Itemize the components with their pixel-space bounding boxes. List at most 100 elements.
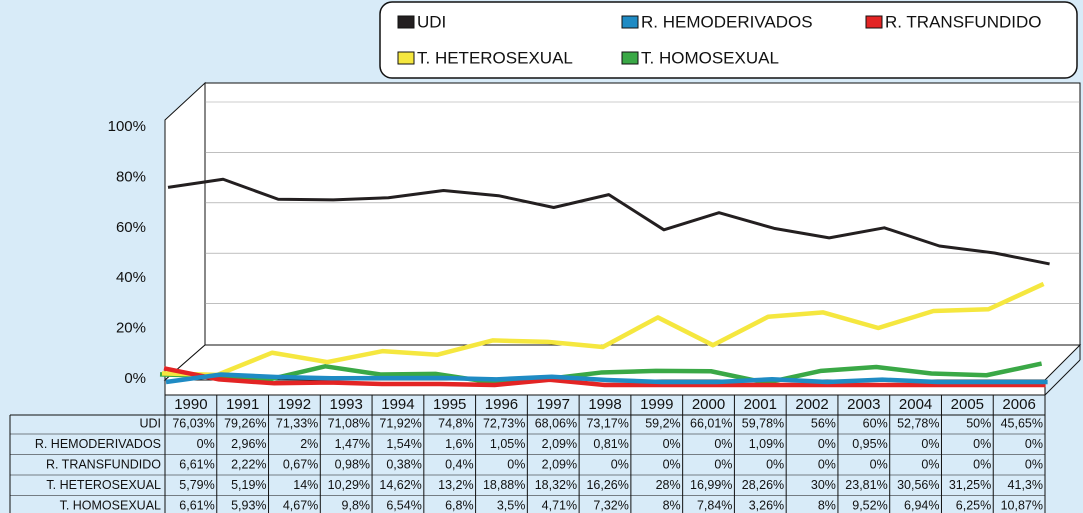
x-tick-label: 1999 <box>640 396 673 413</box>
table-row-label: T. HETEROSEXUAL <box>46 478 161 492</box>
table-cell: 0% <box>197 437 215 451</box>
table-cell: 10,29% <box>328 478 370 492</box>
table-cell: 0% <box>921 437 939 451</box>
legend-label: R. HEMODERIVADOS <box>641 12 813 31</box>
table-cell: 23,81% <box>845 478 887 492</box>
table-cell: 71,33% <box>276 416 318 430</box>
table-cell: 0% <box>1025 437 1043 451</box>
legend-label: UDI <box>417 12 446 31</box>
y-tick-label: 40% <box>116 269 146 286</box>
table-cell: 10,87% <box>1001 498 1043 512</box>
x-tick-label: 2002 <box>795 396 828 413</box>
table-cell: 0% <box>663 437 681 451</box>
table-row-label: UDI <box>139 416 161 430</box>
table-cell: 31,25% <box>949 478 991 492</box>
x-tick-label: 2003 <box>847 396 880 413</box>
table-cell: 16,26% <box>586 478 628 492</box>
table-cell: 1,47% <box>335 437 370 451</box>
table-cell: 3,26% <box>749 498 784 512</box>
table-cell: 71,92% <box>379 416 421 430</box>
table-cell: 59,2% <box>645 416 680 430</box>
table-cell: 0% <box>1025 457 1043 471</box>
y-tick-label: 100% <box>108 118 146 135</box>
table-cell: 50% <box>966 416 991 430</box>
table-cell: 74,8% <box>438 416 473 430</box>
table-cell: 66,01% <box>690 416 732 430</box>
x-tick-label: 2001 <box>744 396 777 413</box>
table-cell: 18,32% <box>535 478 577 492</box>
table-cell: 0,38% <box>386 457 421 471</box>
table-cell: 2,09% <box>542 437 577 451</box>
legend-swatch <box>865 15 883 29</box>
table-cell: 71,08% <box>328 416 370 430</box>
y-tick-label: 20% <box>116 320 146 337</box>
x-tick-label: 1998 <box>588 396 621 413</box>
table-cell: 1,09% <box>749 437 784 451</box>
table-cell: 18,88% <box>483 478 525 492</box>
x-tick-label: 1995 <box>433 396 466 413</box>
table-cell: 13,2% <box>438 478 473 492</box>
table-cell: 6,61% <box>179 457 214 471</box>
table-cell: 56% <box>811 416 836 430</box>
x-tick-label: 1990 <box>174 396 207 413</box>
table-cell: 59,78% <box>742 416 784 430</box>
table-cell: 30% <box>811 478 836 492</box>
x-tick-label: 1993 <box>329 396 362 413</box>
table-cell: 72,73% <box>483 416 525 430</box>
x-tick-label: 2006 <box>1002 396 1035 413</box>
series-line <box>159 361 1043 386</box>
table-cell: 68,06% <box>535 416 577 430</box>
legend-swatch <box>621 51 639 65</box>
table-cell: 3,5% <box>497 498 526 512</box>
table-cell: 4,71% <box>542 498 577 512</box>
table-cell: 0,81% <box>593 437 628 451</box>
table-cell: 73,17% <box>586 416 628 430</box>
table-cell: 28% <box>656 478 681 492</box>
x-tick-label: 2004 <box>899 396 932 413</box>
x-tick-label: 2000 <box>692 396 725 413</box>
table-cell: 0% <box>714 437 732 451</box>
table-cell: 0% <box>973 457 991 471</box>
table-cell: 6,8% <box>445 498 474 512</box>
x-tick-label: 1996 <box>485 396 518 413</box>
table-cell: 30,56% <box>897 478 939 492</box>
legend-swatch <box>397 15 415 29</box>
table-cell: 79,26% <box>224 416 266 430</box>
table-cell: 6,61% <box>179 498 214 512</box>
table-cell: 0% <box>663 457 681 471</box>
table-cell: 60% <box>863 416 888 430</box>
table-cell: 52,78% <box>897 416 939 430</box>
x-tick-label: 1997 <box>537 396 570 413</box>
back-wall <box>204 82 1081 346</box>
y-tick-label: 0% <box>124 370 146 387</box>
table-cell: 2,96% <box>231 437 266 451</box>
series-line <box>165 372 1048 385</box>
table-cell: 1,6% <box>445 437 474 451</box>
legend-swatch <box>397 51 415 65</box>
legend-label: T. HETEROSEXUAL <box>417 48 573 67</box>
table-cell: 1,54% <box>386 437 421 451</box>
floor-side <box>1044 359 1081 396</box>
legend-swatch <box>621 15 639 29</box>
table-cell: 45,65% <box>1001 416 1043 430</box>
table-cell: 5,79% <box>179 478 214 492</box>
table-cell: 9,8% <box>342 498 371 512</box>
table-cell: 76,03% <box>172 416 214 430</box>
table-cell: 9,52% <box>852 498 887 512</box>
y-tick-label: 80% <box>116 168 146 185</box>
table-cell: 4,67% <box>283 498 318 512</box>
legend-label: T. HOMOSEXUAL <box>641 48 779 67</box>
table-cell: 8% <box>818 498 836 512</box>
table-cell: 14% <box>293 478 318 492</box>
table-cell: 2,09% <box>542 457 577 471</box>
table-cell: 0% <box>507 457 525 471</box>
table-cell: 2,22% <box>231 457 266 471</box>
table-cell: 0,4% <box>445 457 474 471</box>
table-cell: 5,19% <box>231 478 266 492</box>
table-cell: 14,62% <box>379 478 421 492</box>
table-cell: 6,94% <box>904 498 939 512</box>
table-cell: 6,25% <box>956 498 991 512</box>
table-cell: 28,26% <box>742 478 784 492</box>
table-cell: 0% <box>818 437 836 451</box>
